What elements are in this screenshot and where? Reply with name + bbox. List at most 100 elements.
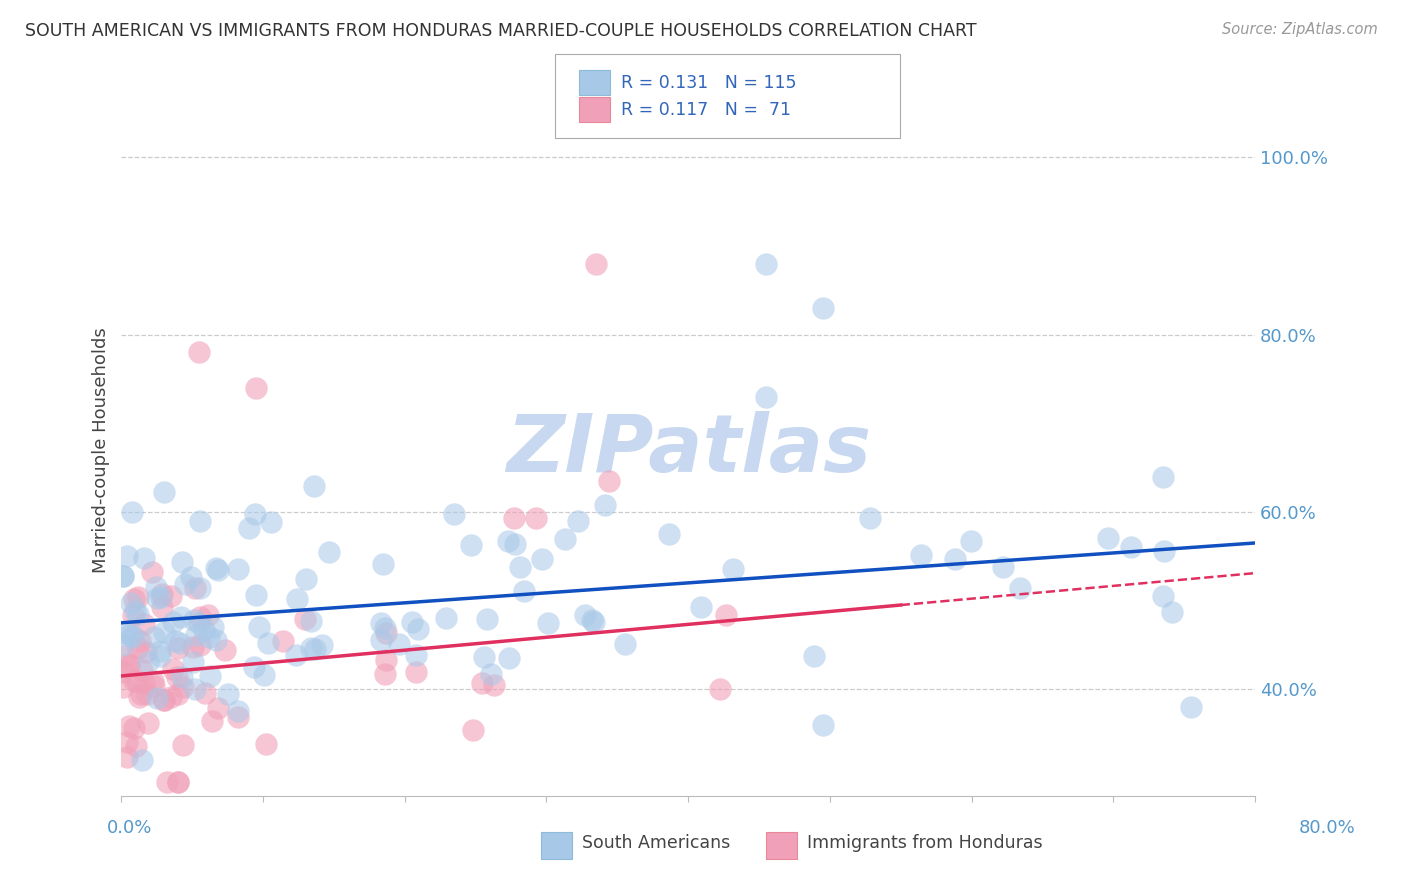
- Point: [299, 615, 322, 629]
- Text: 0.0%: 0.0%: [107, 819, 152, 837]
- Point: [198, 669, 221, 683]
- Point: [859, 510, 882, 524]
- Point: [245, 507, 267, 521]
- Point: [582, 615, 605, 629]
- Point: [503, 510, 526, 524]
- Point: [1152, 469, 1174, 483]
- Point: [524, 510, 547, 524]
- Point: [226, 562, 249, 576]
- Point: [204, 632, 226, 647]
- Point: [170, 670, 193, 684]
- Point: [169, 636, 191, 650]
- Point: [118, 659, 141, 673]
- Point: [114, 625, 136, 640]
- Point: [174, 576, 197, 591]
- Point: [114, 648, 136, 663]
- Point: [149, 644, 172, 658]
- Point: [132, 550, 155, 565]
- Point: [370, 616, 392, 631]
- Point: [271, 633, 294, 648]
- Point: [121, 628, 143, 642]
- Point: [134, 617, 156, 632]
- Point: [194, 686, 217, 700]
- Point: [245, 589, 267, 603]
- Point: [111, 680, 134, 694]
- Point: [401, 615, 423, 629]
- Point: [1161, 605, 1184, 619]
- Point: [172, 738, 194, 752]
- Point: [146, 690, 169, 705]
- Point: [294, 612, 316, 626]
- Point: [190, 610, 212, 624]
- Point: [472, 650, 495, 665]
- Point: [188, 581, 211, 595]
- Point: [1153, 544, 1175, 558]
- Point: [145, 580, 167, 594]
- Point: [142, 673, 165, 688]
- Point: [238, 521, 260, 535]
- Point: [443, 507, 465, 521]
- Point: [115, 749, 138, 764]
- Point: [156, 775, 179, 789]
- Point: [167, 775, 190, 789]
- Point: [299, 640, 322, 655]
- Point: [405, 648, 427, 663]
- Point: [374, 626, 396, 640]
- Point: [406, 622, 429, 636]
- Point: [170, 610, 193, 624]
- Point: [170, 555, 193, 569]
- Point: [111, 638, 134, 652]
- Point: [115, 549, 138, 563]
- Point: [184, 581, 207, 595]
- Point: [118, 657, 141, 672]
- Point: [183, 613, 205, 627]
- Point: [152, 485, 174, 500]
- Point: [143, 630, 166, 644]
- Point: [131, 753, 153, 767]
- Point: [127, 641, 149, 656]
- Point: [122, 721, 145, 735]
- Point: [530, 551, 553, 566]
- Point: [188, 639, 211, 653]
- Point: [121, 631, 143, 645]
- Point: [574, 607, 596, 622]
- Point: [150, 587, 173, 601]
- Point: [141, 566, 163, 580]
- Point: [461, 723, 484, 738]
- Point: [122, 674, 145, 689]
- Point: [285, 648, 308, 662]
- Point: [136, 656, 159, 670]
- Point: [150, 599, 173, 614]
- Point: [129, 634, 152, 648]
- Point: [943, 552, 966, 566]
- Point: [122, 591, 145, 606]
- Point: [245, 381, 267, 395]
- Point: [388, 637, 411, 651]
- Point: [512, 584, 534, 599]
- Point: [111, 569, 134, 583]
- Point: [260, 515, 283, 529]
- Point: [294, 572, 316, 586]
- Point: [371, 557, 394, 571]
- Point: [374, 666, 396, 681]
- Point: [153, 624, 176, 639]
- Text: ZIPatlas: ZIPatlas: [506, 411, 870, 489]
- Point: [131, 663, 153, 677]
- Point: [188, 345, 211, 359]
- Point: [585, 257, 607, 271]
- Point: [181, 655, 204, 669]
- Point: [482, 678, 505, 692]
- Text: 80.0%: 80.0%: [1299, 819, 1355, 837]
- Point: [125, 674, 148, 689]
- Point: [1152, 589, 1174, 603]
- Point: [811, 301, 834, 315]
- Point: [207, 563, 229, 577]
- Point: [163, 634, 186, 648]
- Point: [505, 537, 527, 551]
- Text: South Americans: South Americans: [582, 834, 730, 852]
- Point: [475, 612, 498, 626]
- Point: [581, 613, 603, 627]
- Point: [614, 637, 637, 651]
- Point: [960, 533, 983, 548]
- Point: [111, 665, 134, 680]
